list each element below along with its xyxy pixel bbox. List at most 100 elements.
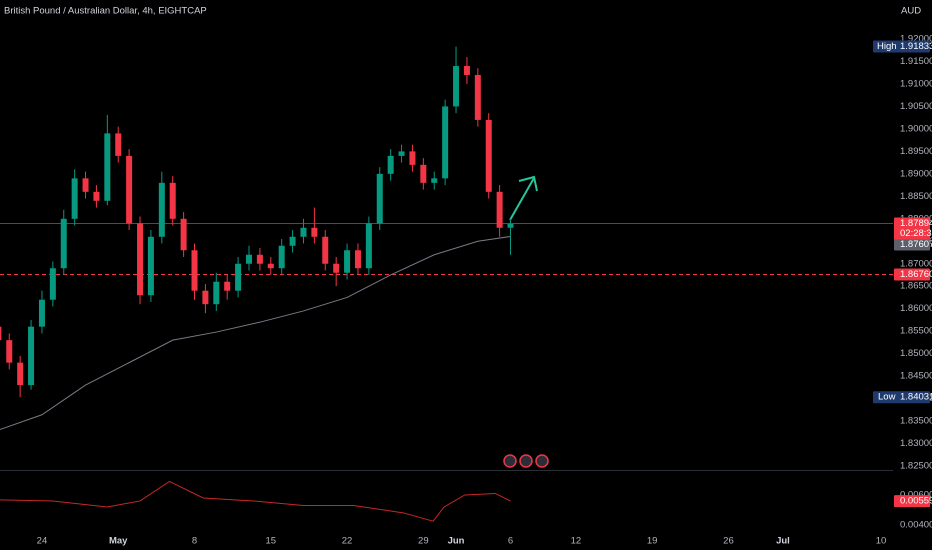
candle-body [93, 191, 100, 201]
x-tick-label: 19 [647, 536, 658, 547]
event-icon[interactable] [503, 454, 517, 468]
x-tick-label: 29 [418, 536, 429, 547]
low-badge-value: 1.84031 [900, 392, 932, 403]
candle-body [191, 250, 198, 291]
candle-body [213, 281, 220, 305]
candle-body [245, 254, 252, 264]
y-tick-label: 1.85500 [900, 326, 932, 337]
y-tick-label: 1.91500 [900, 56, 932, 67]
candle-body [104, 133, 111, 201]
ma-badge-bg [894, 238, 930, 251]
y-tick-label: 1.87000 [900, 258, 932, 269]
candle-body [28, 326, 35, 386]
arrow-shaft [509, 177, 535, 221]
candle-body [311, 227, 318, 237]
y-tick-label: 1.84500 [900, 371, 932, 382]
candle-body [431, 178, 438, 183]
high-badge-bg [873, 40, 930, 53]
alert-badge-label: 1.86760 [900, 269, 932, 280]
arrow-head [518, 175, 538, 192]
candle-body [115, 133, 122, 156]
candle-body [278, 245, 285, 269]
candle-body [344, 250, 351, 273]
y-tick-label: 1.89500 [900, 146, 932, 157]
candle-body [17, 362, 24, 386]
currency-label: AUD [901, 6, 921, 17]
low-badge-name: Low [878, 392, 896, 403]
last-price-badge-countdown: 02:28:33 [900, 228, 932, 239]
candle-body [409, 151, 416, 165]
candle-body [420, 164, 427, 183]
candle-body [463, 65, 470, 75]
candle-body [474, 74, 481, 120]
y-tick-label: 1.91000 [900, 78, 932, 89]
x-tick-label: 26 [723, 536, 734, 547]
y-tick-label: 1.83000 [900, 438, 932, 449]
candle-body [322, 236, 329, 264]
candle-body [180, 218, 187, 251]
candle-body [137, 223, 144, 296]
y-tick-label: 1.90000 [900, 123, 932, 134]
event-icon[interactable] [519, 454, 533, 468]
trend-arrow [509, 175, 538, 221]
candle-body [60, 218, 67, 269]
candle-body [387, 155, 394, 174]
x-tick-label: 22 [342, 536, 353, 547]
candle-body [38, 299, 45, 327]
y-tick-label: 0.00400 [900, 519, 932, 530]
y-tick-label: 1.86500 [900, 281, 932, 292]
candle-body [398, 151, 405, 156]
candle-body [442, 106, 449, 179]
last-price-badge-label: 1.87894 [900, 218, 932, 229]
y-tick-label: 1.88500 [900, 191, 932, 202]
y-tick-label: 1.92000 [900, 34, 932, 45]
high-badge-value: 1.91833 [900, 41, 932, 52]
low-badge-bg [873, 391, 930, 404]
x-tick-label: 15 [265, 536, 276, 547]
indicator-line [0, 480, 511, 522]
alert-badge-bg [894, 268, 930, 281]
y-tick-label: 1.86000 [900, 303, 932, 314]
candle-body [289, 236, 296, 246]
x-tick-label: 10 [876, 536, 887, 547]
candle-body [82, 178, 89, 192]
candle-body [496, 191, 503, 228]
candle-body [376, 173, 383, 224]
candle-body [71, 178, 78, 219]
event-icon[interactable] [535, 454, 549, 468]
indicator-badge-bg [894, 495, 930, 508]
candle-body [0, 326, 2, 341]
candle-body [267, 263, 274, 269]
candle-body [202, 290, 209, 305]
x-tick-label: May [109, 536, 128, 547]
candle-body [158, 182, 165, 237]
y-tick-label: 1.82500 [900, 461, 932, 472]
x-tick-label: 12 [571, 536, 582, 547]
candle-body [256, 254, 263, 264]
x-tick-label: 24 [37, 536, 48, 547]
candle-body [507, 223, 514, 228]
candle-body [453, 65, 460, 107]
y-tick-label: 0.00600 [900, 489, 932, 500]
indicator-badge-label: 0.00559 [900, 496, 932, 507]
candle-body [365, 223, 372, 269]
moving-average [0, 235, 511, 430]
last-price-badge-bg [894, 217, 930, 240]
y-tick-label: 1.89000 [900, 168, 932, 179]
x-tick-label: 6 [508, 536, 513, 547]
candle-body [147, 236, 154, 296]
candle-body [300, 227, 307, 237]
candle-body [235, 263, 242, 291]
x-tick-label: 8 [192, 536, 197, 547]
x-tick-label: Jun [448, 536, 465, 547]
x-tick-label: Jul [776, 536, 790, 547]
candle-body [224, 281, 231, 291]
ma-badge-label: 1.87607 [900, 239, 932, 250]
candle-body [354, 250, 361, 269]
y-tick-label: 1.85000 [900, 348, 932, 359]
y-tick-label: 1.83500 [900, 416, 932, 427]
high-badge-name: High [877, 41, 897, 52]
candle-body [126, 155, 133, 224]
candle-body [485, 119, 492, 192]
